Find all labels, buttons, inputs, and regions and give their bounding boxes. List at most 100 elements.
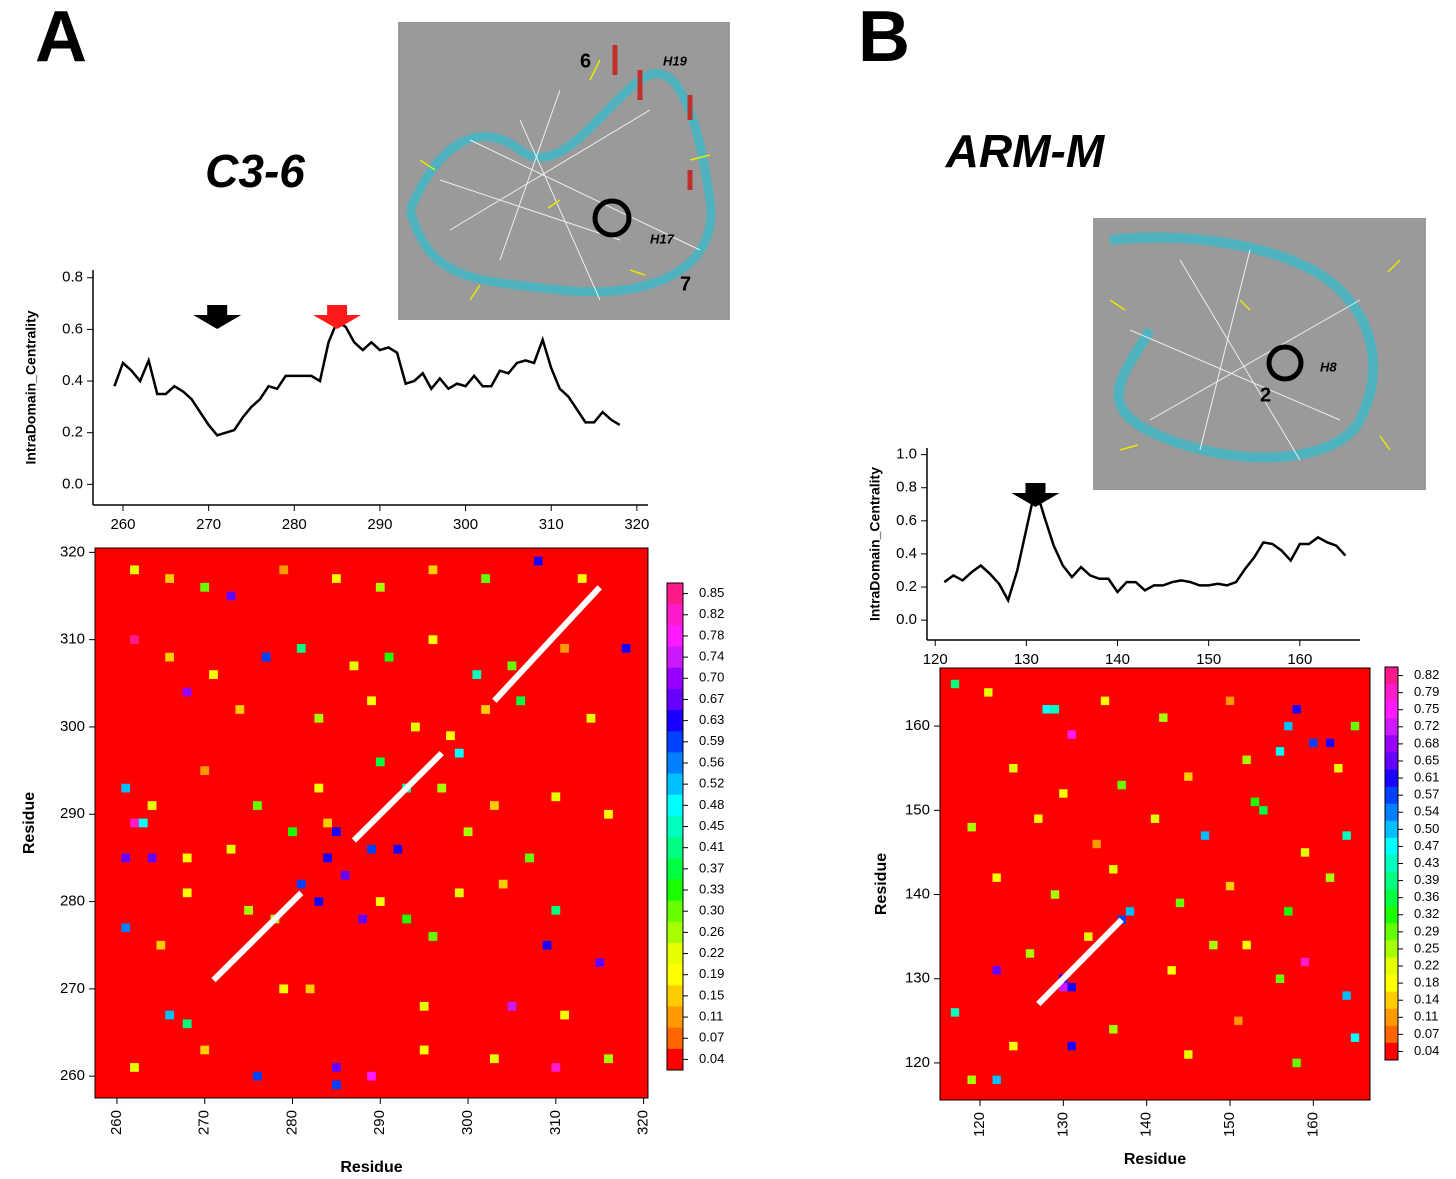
arrow — [193, 305, 241, 329]
colorbar-label: 0.18 — [1414, 975, 1439, 990]
colorbar-label: 0.72 — [1414, 718, 1439, 733]
heat-cell — [385, 653, 394, 662]
heat-cell — [1226, 882, 1234, 890]
heat-cell — [297, 880, 306, 889]
heat-cell — [560, 1011, 569, 1020]
heat-cell — [148, 801, 157, 810]
heat-cell — [279, 565, 288, 574]
heat-cell — [455, 749, 464, 758]
x-tick-label: 150 — [1196, 651, 1221, 668]
colorbar-bin — [667, 774, 683, 796]
heat-cell — [200, 583, 209, 592]
colorbar-label: 0.26 — [699, 924, 724, 939]
heat-cell — [393, 845, 402, 854]
heat-cell — [183, 888, 192, 897]
heat-cell — [420, 1046, 429, 1055]
colorbar-bin — [1385, 923, 1398, 941]
colorbar-bin — [667, 583, 683, 605]
colorbar-bin — [1385, 957, 1398, 975]
y-tick-label: 0.6 — [62, 320, 83, 337]
y-tick-label: 160 — [905, 717, 930, 734]
colorbar-label: 0.74 — [699, 649, 724, 664]
heat-cell — [367, 845, 376, 854]
colorbar-bin — [1385, 1009, 1398, 1027]
heat-cell — [130, 1063, 139, 1072]
heat-cell — [350, 661, 359, 670]
heat-cell — [244, 906, 253, 915]
y-tick-label: 0.6 — [896, 512, 917, 529]
heat-cell — [984, 688, 992, 696]
colorbar-bin — [1385, 838, 1398, 856]
heat-cell — [227, 592, 236, 601]
heat-cell — [130, 565, 139, 574]
colorbar-label: 0.82 — [1414, 667, 1439, 682]
heat-cell — [332, 827, 341, 836]
colorbar-label: 0.41 — [699, 839, 724, 854]
heat-cell — [993, 873, 1001, 881]
colorbar-bin — [667, 922, 683, 944]
colorbar-label: 0.32 — [1414, 906, 1439, 921]
x-tick-label: 260 — [110, 516, 135, 533]
heat-cell — [376, 583, 385, 592]
colorbar-bin — [667, 689, 683, 711]
heat-cell — [183, 688, 192, 697]
inset-label: 2 — [1260, 384, 1271, 406]
heat-cell — [1068, 730, 1076, 738]
colorbar-bin — [1385, 752, 1398, 770]
heat-cell — [429, 635, 438, 644]
heat-cell — [1301, 848, 1309, 856]
heat-cell — [1184, 1050, 1192, 1058]
heat-cell — [227, 845, 236, 854]
heat-cell — [1276, 747, 1284, 755]
colorbar-label: 0.63 — [699, 712, 724, 727]
heat-cell — [323, 819, 332, 828]
heat-cell — [604, 1054, 613, 1063]
heat-cell — [490, 1054, 499, 1063]
colorbar-label: 0.11 — [699, 1009, 723, 1024]
heat-cell — [1151, 815, 1159, 823]
x-tick-label: 270 — [196, 516, 221, 533]
heat-cell — [1251, 798, 1259, 806]
heat-cell — [951, 1008, 959, 1016]
heat-cell — [1226, 697, 1234, 705]
heat-cell — [543, 941, 552, 950]
heat-cell — [446, 731, 455, 740]
colorbar-label: 0.07 — [1414, 1026, 1439, 1041]
y-tick-label: 130 — [905, 970, 930, 987]
heat-cell — [1351, 1033, 1359, 1041]
heat-cell — [1293, 1059, 1301, 1067]
colorbar-bin — [667, 837, 683, 859]
colorbar-label: 0.65 — [1414, 752, 1439, 767]
colorbar-label: 0.85 — [699, 585, 724, 600]
colorbar-label: 0.39 — [1414, 872, 1439, 887]
colorbar-label: 0.07 — [699, 1030, 724, 1045]
heat-cell — [534, 557, 543, 566]
x-tick-label: 140 — [1138, 1112, 1155, 1137]
heat-cell — [165, 574, 174, 583]
heat-cell — [323, 854, 332, 863]
colorbar-label: 0.79 — [1414, 684, 1439, 699]
y-tick-label: 270 — [60, 980, 85, 997]
heat-cell — [1043, 705, 1051, 713]
panel-letter: B — [858, 0, 910, 77]
heat-cell — [1343, 991, 1351, 999]
heat-cell — [200, 766, 209, 775]
heat-cell — [993, 1076, 1001, 1084]
heat-cell — [332, 1063, 341, 1072]
y-axis-title: IntraDomain_Centrality — [867, 467, 883, 621]
colorbar-label: 0.43 — [1414, 855, 1439, 870]
colorbar-label: 0.54 — [1414, 804, 1439, 819]
panel-title: C3-6 — [205, 145, 305, 197]
colorbar-bin — [667, 647, 683, 669]
colorbar-bin — [667, 710, 683, 732]
line — [114, 322, 619, 436]
heat-cell — [508, 1002, 517, 1011]
heat-cell — [481, 705, 490, 714]
heat-cell — [1026, 949, 1034, 957]
heat-cell — [297, 644, 306, 653]
heat-cell — [1009, 764, 1017, 772]
y-tick-label: 0.2 — [896, 578, 917, 595]
heat-cell — [1326, 873, 1334, 881]
arrow — [313, 305, 361, 329]
arrow — [1011, 483, 1059, 507]
